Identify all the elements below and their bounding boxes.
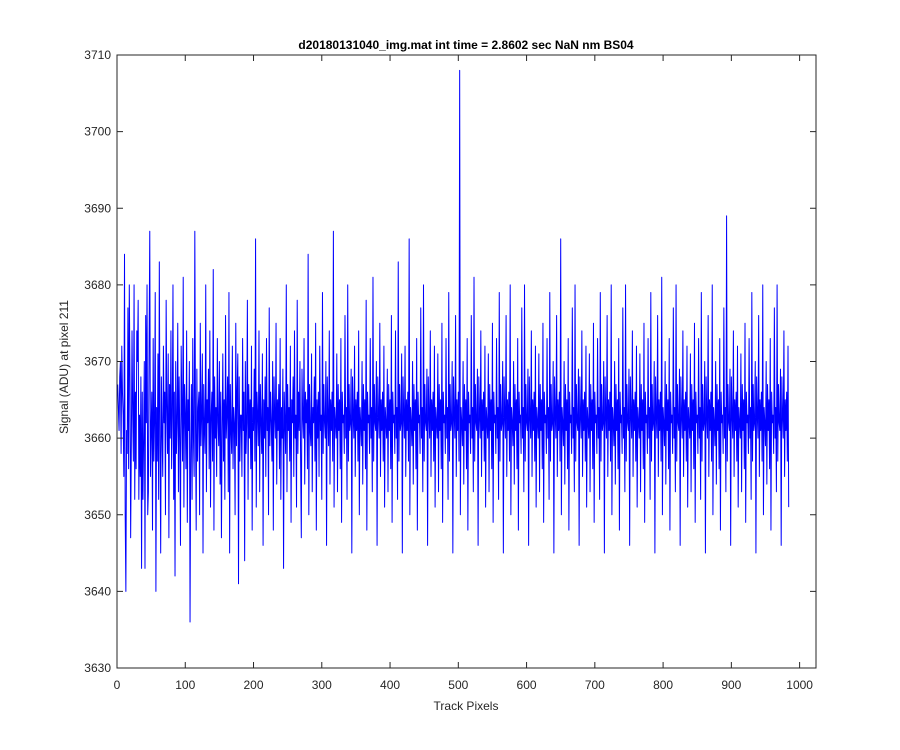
x-axis-label: Track Pixels: [434, 699, 499, 713]
x-tick-label: 500: [448, 678, 468, 692]
x-tick-label: 700: [585, 678, 605, 692]
y-tick-label: 3670: [84, 355, 111, 369]
x-tick-label: 1000: [786, 678, 813, 692]
x-tick-label: 300: [312, 678, 332, 692]
plot-area: [117, 55, 816, 668]
x-tick-label: 900: [721, 678, 741, 692]
y-tick-label: 3640: [84, 584, 111, 598]
x-tick-label: 800: [653, 678, 673, 692]
signal-series-line: [117, 69, 790, 623]
x-tick-label: 600: [517, 678, 537, 692]
y-axis-label: Signal (ADU) at pixel 211: [57, 300, 71, 434]
y-tick-labels: 3630 3640 3650 3660 3670 3680 3690 3700 3710: [84, 48, 111, 675]
x-tick-label: 400: [380, 678, 400, 692]
x-tick-label: 0: [114, 678, 121, 692]
y-tick-label: 3660: [84, 431, 111, 445]
y-tick-label: 3700: [84, 125, 111, 139]
x-tick-label: 200: [244, 678, 264, 692]
x-tick-labels: 0 100 200 300 400 500 600 700 800 900 1000: [114, 678, 814, 692]
y-tick-label: 3650: [84, 508, 111, 522]
y-tick-label: 3690: [84, 201, 111, 215]
y-tick-label: 3710: [84, 48, 111, 62]
x-tick-label: 100: [175, 678, 195, 692]
plot-frame: [116, 54, 817, 669]
y-tick-label: 3630: [84, 661, 111, 675]
y-tick-label: 3680: [84, 278, 111, 292]
chart-title: d20180131040_img.mat int time = 2.8602 s…: [298, 38, 634, 52]
